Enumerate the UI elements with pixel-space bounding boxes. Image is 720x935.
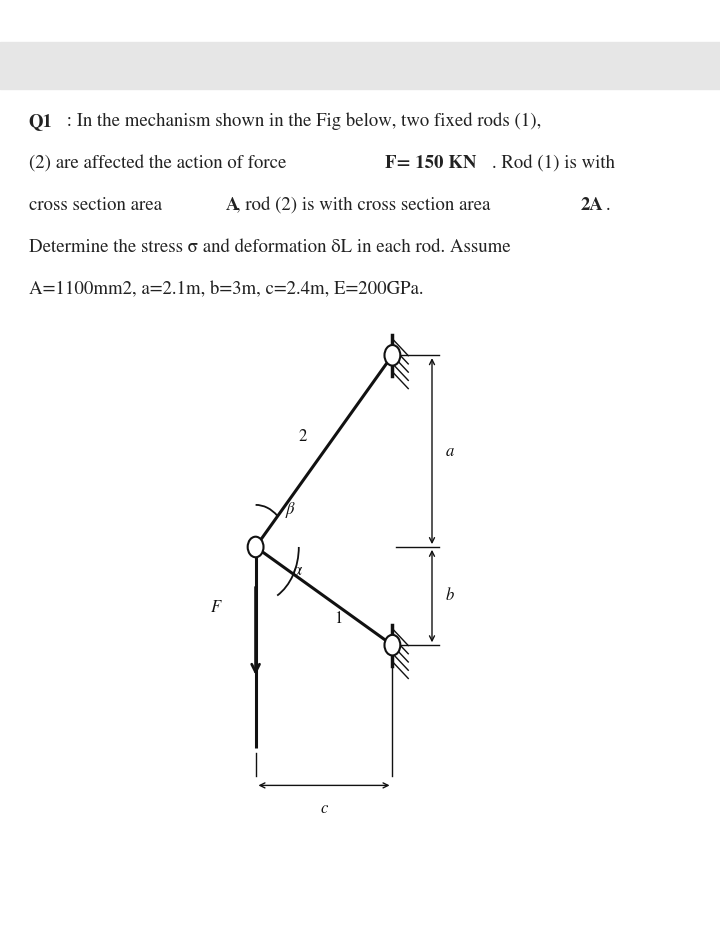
- Text: cross section area: cross section area: [29, 197, 166, 214]
- Text: a: a: [446, 443, 454, 459]
- Text: 2: 2: [298, 429, 307, 445]
- Text: β: β: [286, 501, 294, 518]
- Text: A: A: [226, 197, 240, 214]
- Text: A=1100mm2, a=2.1m, b=3m, c=2.4m, E=200GPa.: A=1100mm2, a=2.1m, b=3m, c=2.4m, E=200GP…: [29, 281, 423, 298]
- Text: .: .: [606, 197, 611, 214]
- Text: . Rod (1) is with: . Rod (1) is with: [492, 155, 616, 172]
- Text: F: F: [211, 599, 221, 616]
- Text: Q1: Q1: [29, 113, 53, 130]
- Circle shape: [384, 345, 400, 366]
- Text: 2A: 2A: [580, 197, 603, 214]
- Text: α: α: [293, 562, 302, 579]
- Text: c: c: [320, 800, 328, 817]
- Text: b: b: [446, 588, 454, 604]
- Text: 1: 1: [334, 611, 343, 627]
- Text: : In the mechanism shown in the Fig below, two fixed rods (1),: : In the mechanism shown in the Fig belo…: [62, 112, 541, 130]
- Circle shape: [248, 537, 264, 557]
- Circle shape: [384, 635, 400, 655]
- Text: , rod (2) is with cross section area: , rod (2) is with cross section area: [236, 197, 495, 214]
- Text: (2) are affected the action of force: (2) are affected the action of force: [29, 155, 291, 172]
- Text: Determine the stress σ and deformation δL in each rod. Assume: Determine the stress σ and deformation δ…: [29, 239, 510, 256]
- Bar: [0, 42, 720, 89]
- Text: F= 150 KN: F= 150 KN: [385, 155, 477, 172]
